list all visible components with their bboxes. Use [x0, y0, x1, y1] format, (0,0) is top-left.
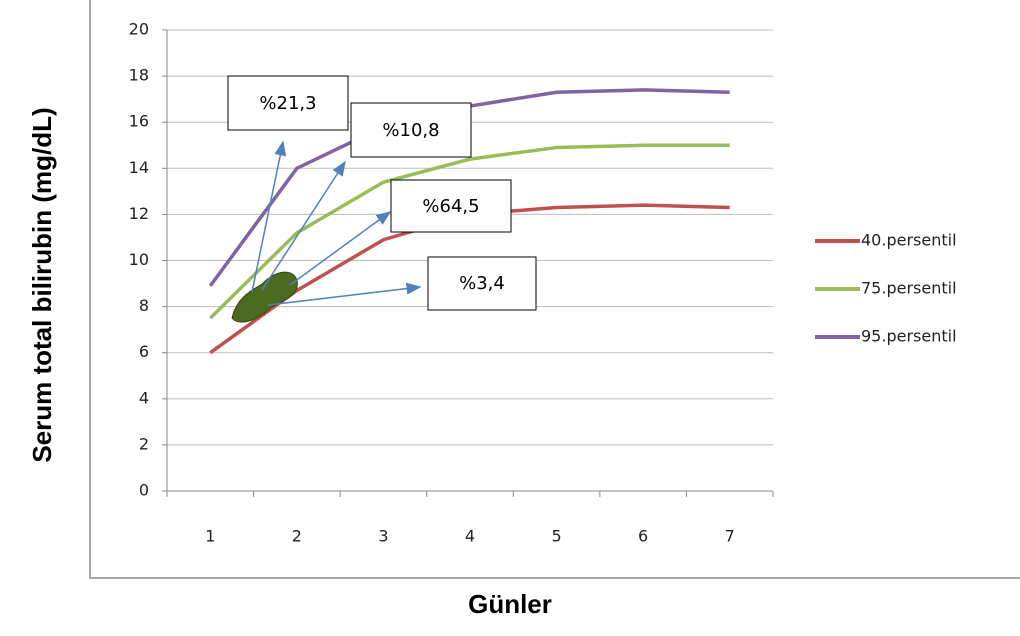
annotation: %3,4 — [459, 273, 505, 294]
y-tick-label: 6 — [139, 342, 149, 361]
legend-label: 75.persentil — [861, 279, 957, 298]
x-axis-title: Günler — [468, 589, 552, 619]
y-tick-label: 2 — [139, 434, 149, 453]
legend-label: 40.persentil — [861, 231, 957, 250]
x-tick-label: 5 — [551, 527, 561, 546]
x-tick-label: 3 — [378, 527, 388, 546]
legend: 40.persentil 75.persentil 95.persentil — [815, 231, 957, 346]
x-tick-label: 4 — [465, 527, 475, 546]
legend-label: 95.persentil — [861, 327, 957, 346]
y-tick-label: 12 — [129, 204, 149, 223]
x-tick-label: 1 — [205, 527, 215, 546]
y-axis-title: Serum total bilirubin (mg/dL) — [27, 107, 57, 462]
annotation: %64,5 — [422, 196, 479, 217]
chart: Serum total bilirubin (mg/dL) Günler 0 2 4… — [0, 0, 1020, 632]
y-tick-label: 18 — [129, 66, 149, 85]
x-tick-label: 6 — [638, 527, 648, 546]
y-tick-label: 20 — [129, 20, 149, 39]
annotation: %21,3 — [259, 93, 316, 114]
x-tick-label: 2 — [292, 527, 302, 546]
y-tick-label: 0 — [139, 481, 149, 500]
y-tick-label: 8 — [139, 296, 149, 315]
annotation: %10,8 — [382, 120, 439, 141]
y-tick-label: 16 — [129, 112, 149, 131]
y-tick-label: 4 — [139, 388, 149, 407]
arrow — [252, 142, 283, 292]
x-tick-label: 7 — [725, 527, 735, 546]
y-tick-label: 10 — [129, 250, 149, 269]
y-tick-label: 14 — [129, 158, 149, 177]
